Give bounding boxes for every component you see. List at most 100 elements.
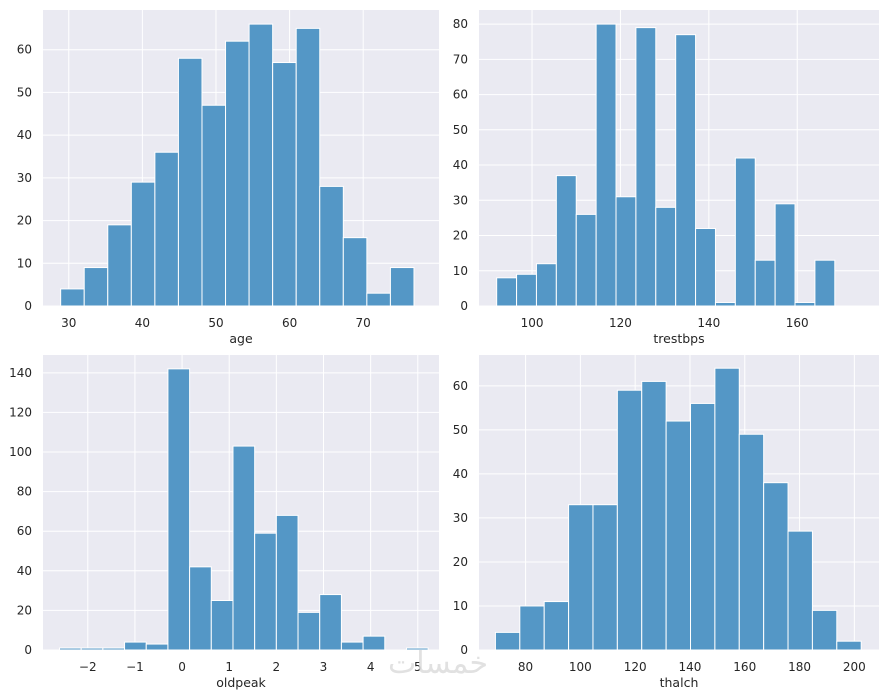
histogram-panel-age: 4919293658476266576528163930 40 50 60 700102… xyxy=(17,10,439,346)
histogram-bar: 9 xyxy=(389,267,415,307)
x-tick-label: 50 xyxy=(208,316,223,330)
histogram-bar: 31 xyxy=(615,196,637,307)
x-tick-label: 160 xyxy=(786,316,809,330)
y-tick-label: 20 xyxy=(17,603,32,617)
histogram-bar: 16 xyxy=(342,237,368,307)
histogram-bar: 1 xyxy=(794,301,816,307)
histogram-bar: 4 xyxy=(60,288,85,307)
histogram-bar: 4 xyxy=(340,641,364,651)
x-tick-label: 60 xyxy=(282,316,297,330)
y-tick-label: 20 xyxy=(17,214,32,228)
histogram-bar: 2 xyxy=(836,640,862,651)
watermark: خمسات xyxy=(388,646,489,681)
histogram-bar: 42 xyxy=(189,566,212,651)
x-tick-label: 80 xyxy=(518,660,533,674)
y-tick-label: 30 xyxy=(453,193,468,207)
histogram-bar: 28 xyxy=(319,594,342,651)
histogram-bar: 11 xyxy=(543,601,570,651)
x-tick-label: 120 xyxy=(609,316,632,330)
y-tick-label: 120 xyxy=(9,405,32,419)
x-tick-label: 180 xyxy=(788,660,811,674)
histogram-bar: 62 xyxy=(225,40,250,307)
histogram-bar: 19 xyxy=(107,224,132,307)
y-tick-label: 100 xyxy=(9,445,32,459)
y-tick-label: 80 xyxy=(17,485,32,499)
histogram-bar: 42 xyxy=(734,157,756,307)
histogram-bar: 103 xyxy=(232,445,256,651)
x-tick-label: 5 xyxy=(414,660,422,674)
y-tick-label: 40 xyxy=(17,128,32,142)
x-tick-label: 70 xyxy=(356,316,371,330)
histogram-bar: 33 xyxy=(592,504,618,651)
y-tick-label: 0 xyxy=(460,299,468,313)
histogram-bar: 59 xyxy=(254,532,277,651)
histogram-bar: 61 xyxy=(641,380,667,651)
histogram-bar: 25 xyxy=(210,600,234,651)
histogram-panel-thalch: 41011333359615256644938279280 100 120 140 16… xyxy=(453,355,879,690)
x-tick-label: 120 xyxy=(624,660,647,674)
x-tick-label: 160 xyxy=(733,660,756,674)
histogram-bar: 29 xyxy=(774,203,796,307)
histogram-bar: 4 xyxy=(124,641,147,651)
histogram-bar: 10 xyxy=(519,605,545,651)
histogram-bar: 37 xyxy=(555,175,577,307)
histogram-bar: 57 xyxy=(272,62,297,307)
x-axis-label: oldpeak xyxy=(216,675,266,690)
x-axis-label: thalch xyxy=(660,675,699,690)
histogram-bar: 8 xyxy=(496,277,518,307)
histogram-bar: 1 xyxy=(102,647,126,651)
y-tick-label: 20 xyxy=(453,555,468,569)
histogram-bar: 52 xyxy=(665,420,692,651)
y-tick-label: 30 xyxy=(453,511,468,525)
x-tick-label: 30 xyxy=(61,316,76,330)
x-tick-label: 100 xyxy=(569,660,592,674)
y-tick-label: 10 xyxy=(453,264,468,278)
y-tick-label: 20 xyxy=(453,229,468,243)
y-tick-label: 50 xyxy=(453,123,468,137)
histogram-panel-trestbps: 891237268031792877221421329113100 120 140 1… xyxy=(453,10,879,346)
x-tick-label: 100 xyxy=(521,316,544,330)
y-tick-label: 40 xyxy=(17,564,32,578)
x-tick-label: 200 xyxy=(843,660,866,674)
y-tick-label: 0 xyxy=(460,643,468,657)
y-tick-label: 60 xyxy=(453,379,468,393)
histogram-bar: 9 xyxy=(516,273,537,307)
histogram-bar: 27 xyxy=(787,530,813,651)
histogram-bar: 19 xyxy=(297,611,321,651)
histogram-bar: 1 xyxy=(714,301,736,307)
histogram-bar: 33 xyxy=(568,504,594,651)
y-tick-label: 40 xyxy=(453,467,468,481)
histogram-bar: 26 xyxy=(575,213,597,307)
histogram-bar: 29 xyxy=(130,181,156,307)
x-axis-label: age xyxy=(229,331,253,346)
y-tick-label: 10 xyxy=(17,256,32,270)
histogram-bar: 58 xyxy=(177,57,203,307)
y-tick-label: 60 xyxy=(17,43,32,57)
histogram-bar: 3 xyxy=(366,292,391,307)
histogram-bar: 49 xyxy=(738,433,765,651)
x-tick-label: 140 xyxy=(679,660,702,674)
histogram-bar: 1 xyxy=(405,647,429,651)
histogram-bar: 9 xyxy=(83,267,109,307)
histogram-bar: 47 xyxy=(201,104,227,307)
histogram-bar: 12 xyxy=(535,263,557,307)
y-tick-label: 0 xyxy=(24,299,32,313)
y-tick-label: 50 xyxy=(17,85,32,99)
y-tick-label: 70 xyxy=(453,52,468,66)
histogram-bar: 65 xyxy=(295,27,321,307)
x-axis-label: trestbps xyxy=(653,331,704,346)
histogram-bar: 1 xyxy=(80,647,104,651)
x-tick-label: 0 xyxy=(178,660,186,674)
histogram-bar: 36 xyxy=(154,151,179,307)
histogram-bar: 7 xyxy=(362,635,386,651)
y-tick-label: 0 xyxy=(24,643,32,657)
x-tick-label: −2 xyxy=(79,660,97,674)
histogram-bar: 64 xyxy=(714,367,740,651)
x-tick-label: 140 xyxy=(697,316,720,330)
histogram-bar: 79 xyxy=(635,27,657,307)
histogram-bar: 38 xyxy=(763,482,789,651)
histogram-bar: 1 xyxy=(59,647,82,651)
histogram-bar: 3 xyxy=(145,643,169,651)
histogram-bar: 4 xyxy=(494,631,521,651)
histogram-bar: 9 xyxy=(811,609,838,651)
